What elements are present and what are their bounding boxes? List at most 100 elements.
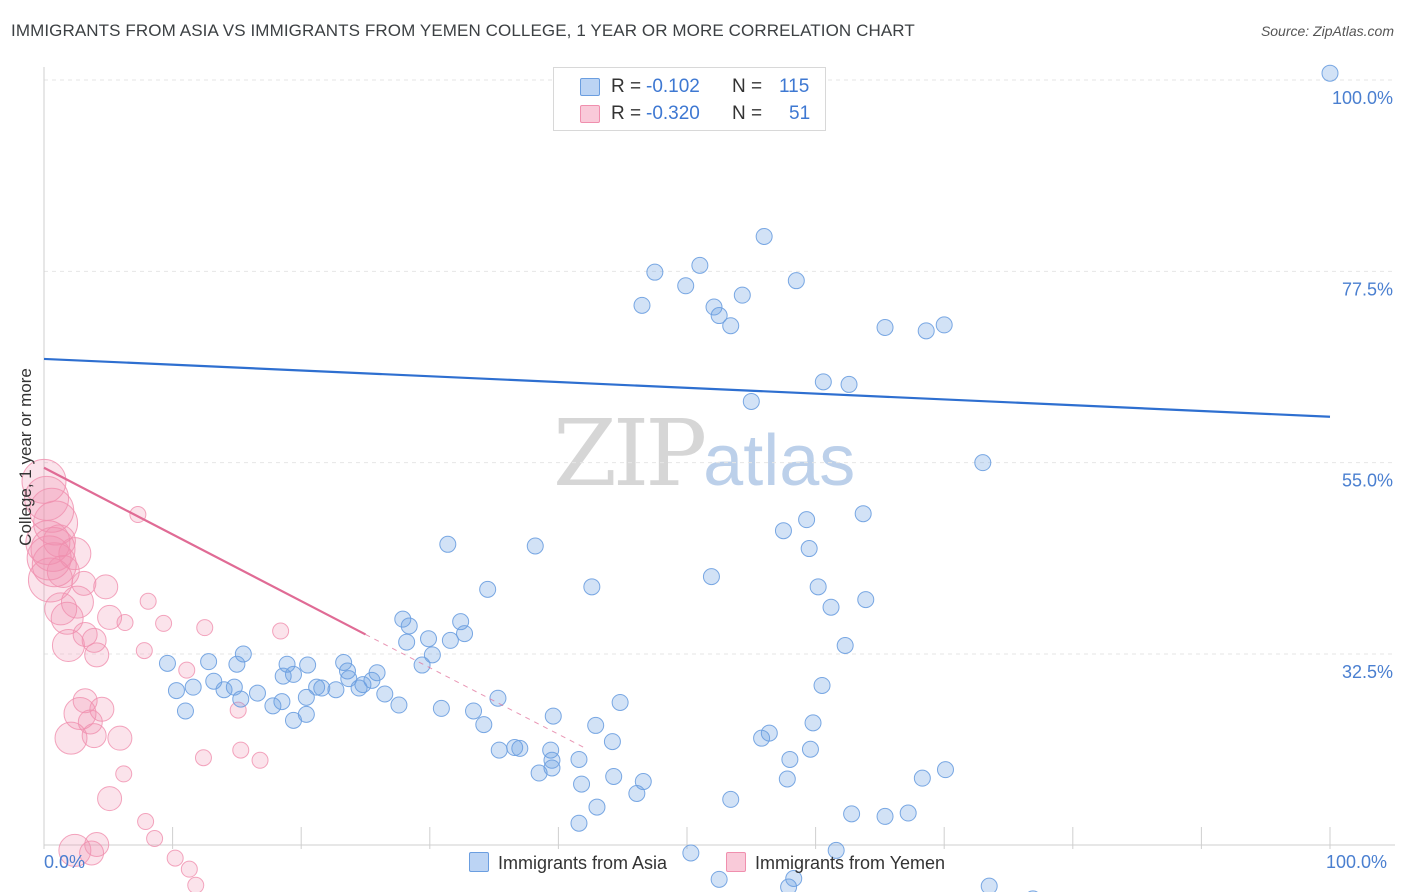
x-tick-max: 100.0% [1326,852,1388,872]
yemen-point [30,526,76,572]
asia-point [980,877,998,892]
asia-point [611,693,629,711]
asia-point [857,591,875,609]
asia-point [394,610,412,628]
yemen-point [46,555,80,589]
asia-point [530,764,548,782]
asia-point [398,633,416,651]
yemen-point [93,574,119,600]
yemen-point [81,723,107,749]
yemen-point [97,786,123,812]
yemen-point [31,542,77,588]
asia-point [974,454,992,472]
asia-point [843,805,861,823]
watermark-atlas: atlas [703,421,856,501]
asia-point [200,653,218,671]
x-tick-min: 0.0% [44,852,86,872]
stats-legend-row-asia: R = -0.102 N = 115 [554,74,825,100]
asia-point [1321,64,1339,82]
yemen-point [194,749,212,767]
yemen-point [180,860,198,878]
asia-point [176,702,194,720]
yemen-point [139,592,157,610]
asia-point [801,740,819,758]
asia-point [702,568,720,586]
yemen-swatch [580,105,600,123]
asia-point [854,505,872,523]
asia-point [804,714,822,732]
asia-point [840,375,858,393]
asia-point [308,678,326,696]
stats-legend: R = -0.102 N = 115 R = -0.320 N = 51 [553,67,826,131]
yemen-point [72,688,98,714]
legend-item-yemen: Immigrants from Yemen [726,852,945,874]
asia-point [158,654,176,672]
asia-point [705,298,723,316]
asia-point [543,759,561,777]
asia-point [228,655,246,673]
legend-label-asia: Immigrants from Asia [498,853,668,873]
asia-point [742,392,760,410]
asia-point [936,761,954,779]
asia-point [813,676,831,694]
yemen-point [155,614,173,632]
asia-point [876,807,894,825]
asia-point [489,689,507,707]
asia-point [441,631,459,649]
asia-point [167,682,185,700]
asia-point [753,729,771,747]
asia-point [526,537,544,555]
asia-point [800,540,818,558]
asia-point [299,656,317,674]
asia-trend-line [43,357,1331,418]
y-axis-label: College, 1 year or more [16,368,35,546]
yemen-point [60,585,94,619]
y-tick-label: 55.0% [1342,471,1393,491]
yemen-point [251,751,269,769]
asia-point [836,636,854,654]
asia-point [264,697,282,715]
asia-point [780,878,798,892]
yemen-point [71,570,97,596]
asia-point [456,625,474,643]
asia-point [628,784,646,802]
asia-point [682,844,700,862]
asia-point [490,741,508,759]
yemen-point [51,628,85,662]
asia-point [420,630,438,648]
asia-point [335,654,353,672]
n-value: 115 [779,76,810,97]
yemen-legend-swatch [726,852,746,872]
asia-point [423,646,441,664]
asia-point [603,733,621,751]
asia-point [573,775,591,793]
asia-point [605,767,623,785]
watermark: ZIPatlas [553,400,855,507]
r-value: -0.320 [646,103,700,124]
asia-point [722,317,740,335]
asia-point [570,814,588,832]
r-value: -0.102 [646,76,700,97]
asia-point [755,227,773,245]
asia-point [710,870,728,888]
yemen-point [178,661,196,679]
asia-point [583,578,601,596]
asia-point [809,578,827,596]
asia-point [511,739,529,757]
asia-point [327,681,345,699]
y-tick-label: 100.0% [1332,88,1393,108]
asia-point [774,522,792,540]
asia-point [787,272,805,290]
yemen-point [50,601,84,635]
yemen-point [58,537,92,571]
asia-point [913,769,931,787]
asia-point [313,679,331,697]
asia-point [710,307,728,325]
source-credit: Source: ZipAtlas.com [1260,23,1394,39]
chart-title: IMMIGRANTS FROM ASIA VS IMMIGRANTS FROM … [11,21,915,40]
asia-point [273,693,291,711]
asia-point [781,750,799,768]
asia-point [935,316,953,334]
asia-point [798,511,816,529]
